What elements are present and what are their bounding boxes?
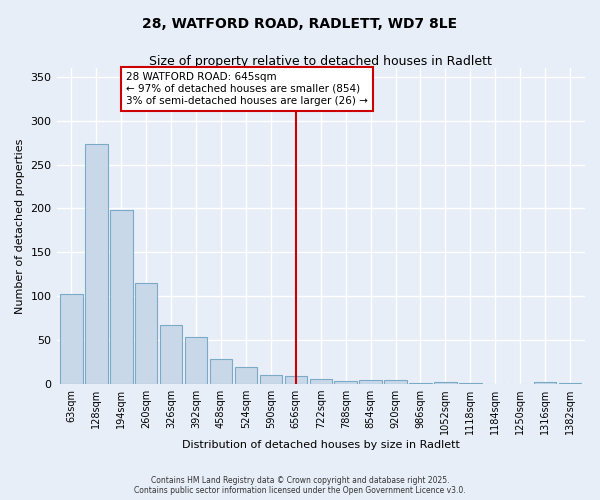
X-axis label: Distribution of detached houses by size in Radlett: Distribution of detached houses by size … [182,440,460,450]
Bar [284,376,307,384]
Bar [160,326,182,384]
Bar [110,210,133,384]
Bar [385,380,407,384]
Text: Contains HM Land Registry data © Crown copyright and database right 2025.
Contai: Contains HM Land Registry data © Crown c… [134,476,466,495]
Bar [210,358,232,384]
Bar [459,383,482,384]
Bar [334,380,357,384]
Text: 28, WATFORD ROAD, RADLETT, WD7 8LE: 28, WATFORD ROAD, RADLETT, WD7 8LE [142,18,458,32]
Y-axis label: Number of detached properties: Number of detached properties [15,138,25,314]
Bar [85,144,107,384]
Title: Size of property relative to detached houses in Radlett: Size of property relative to detached ho… [149,55,492,68]
Bar [534,382,556,384]
Bar [409,383,431,384]
Bar [185,336,208,384]
Bar [434,382,457,384]
Bar [135,283,157,384]
Bar [60,294,83,384]
Bar [310,379,332,384]
Bar [260,376,282,384]
Bar [559,383,581,384]
Bar [235,368,257,384]
Text: 28 WATFORD ROAD: 645sqm
← 97% of detached houses are smaller (854)
3% of semi-de: 28 WATFORD ROAD: 645sqm ← 97% of detache… [127,72,368,106]
Bar [359,380,382,384]
